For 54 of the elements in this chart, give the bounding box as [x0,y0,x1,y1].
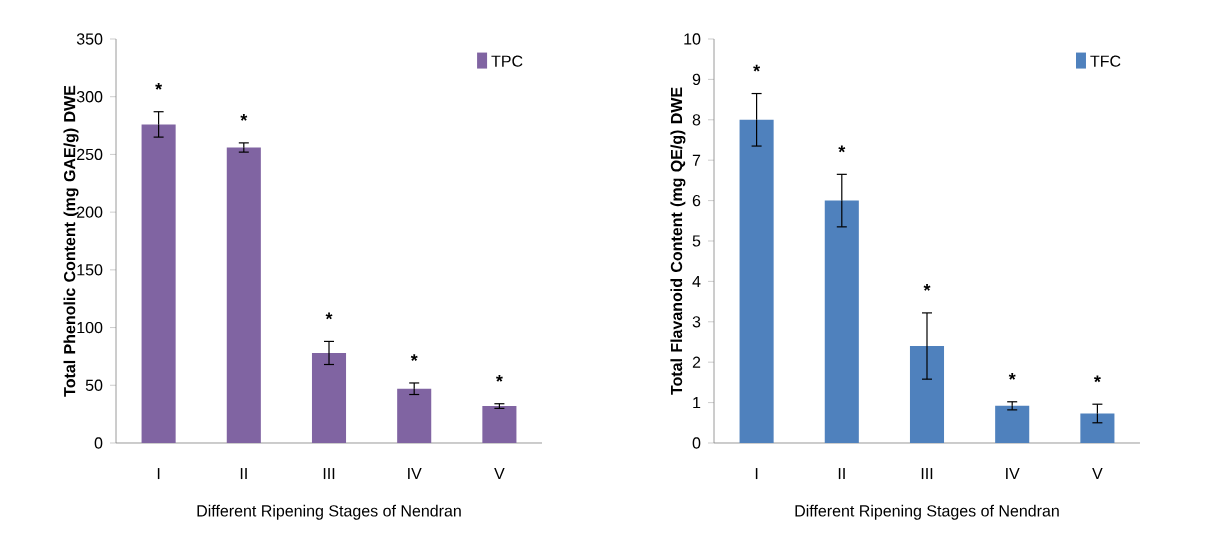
y-tick-label: 10 [684,33,701,45]
annotation: * [753,64,761,72]
annotation: * [495,374,503,382]
bar [1080,413,1115,443]
x-tick-label: IV [1006,468,1020,480]
bar [397,388,432,443]
y-tick-label: 150 [77,264,103,276]
x-tick-label: IV [408,468,422,480]
annotation: * [1093,375,1101,383]
y-tick-label: 350 [76,33,103,45]
legend-label: TPC [491,55,523,67]
x-tick-label: III [921,468,933,480]
x-axis-title: Different Ripening Stages of Nendran [197,504,461,520]
y-axis-title: Total Flavanoid Content (mg QE/g) DWE [670,87,686,395]
y-tick-label: 100 [77,321,103,334]
x-tick-label: II [838,468,845,480]
bar [311,352,347,443]
y-tick-label: 8 [692,114,701,126]
bar [482,406,517,443]
bar [995,405,1030,443]
bar [909,346,945,443]
annotation: * [1008,372,1016,380]
x-tick-label: V [494,468,505,480]
y-tick-label: 1 [693,397,701,409]
annotation: * [155,82,163,90]
x-tick-label: II [240,468,247,480]
annotation: * [838,145,846,153]
x-tick-label: V [1092,468,1103,480]
y-tick-label: 50 [85,379,103,391]
bar [739,119,774,443]
y-tick-label: 6 [692,194,701,207]
annotation: * [923,284,931,291]
y-tick-label: 4 [692,275,701,287]
bar [226,147,261,443]
y-tick-label: 7 [692,154,701,166]
y-tick-label: 0 [692,437,701,449]
y-tick-label: 0 [94,437,103,449]
x-tick-label: III [323,468,335,480]
y-tick-label: 3 [692,316,701,328]
bar [141,124,176,443]
y-tick-label: 5 [692,235,701,247]
bar [824,200,859,443]
y-tick-label: 250 [77,148,103,161]
x-tick-label: I [157,468,160,480]
x-tick-label: I [755,468,758,480]
y-tick-label: 9 [692,73,701,86]
annotation: * [325,312,333,320]
x-axis-title: Different Ripening Stages of Nendran [795,504,1059,520]
y-tick-label: 2 [692,356,701,368]
y-tick-label: 200 [77,206,103,218]
legend-label: TFC [1090,55,1121,67]
annotation: * [240,114,248,121]
y-tick-label: 300 [76,91,103,103]
annotation: * [410,354,418,361]
